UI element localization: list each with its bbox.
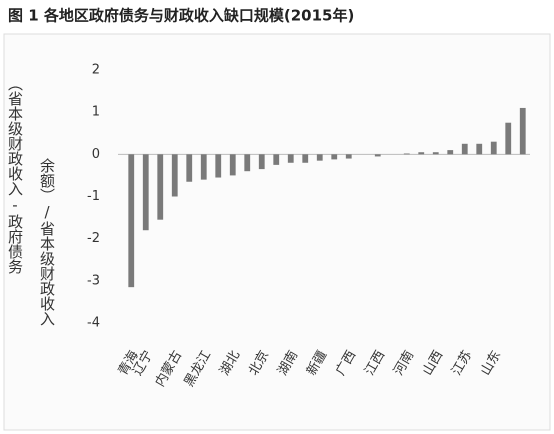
bar <box>505 122 512 155</box>
bar <box>258 154 265 170</box>
bar <box>215 154 222 178</box>
bar <box>403 153 410 155</box>
bar <box>418 152 425 155</box>
bar <box>157 154 164 220</box>
y-tick-label: 1 <box>92 105 100 120</box>
y-tick-label: -2 <box>87 231 100 246</box>
bar <box>244 154 251 172</box>
bar <box>186 154 193 182</box>
bar <box>302 154 309 163</box>
bar <box>374 154 381 157</box>
y-tick-label: -1 <box>87 189 100 204</box>
y-axis-label: 余额）/省本级财政收入 <box>38 157 56 326</box>
y-tick-label: 2 <box>92 63 100 78</box>
bar <box>287 154 294 163</box>
bar <box>128 154 135 288</box>
bar <box>142 154 149 231</box>
bar <box>171 154 178 197</box>
y-tick-label: 0 <box>92 147 100 162</box>
bar <box>345 154 352 159</box>
bar <box>200 154 207 180</box>
bar <box>273 154 280 165</box>
bar <box>229 154 236 176</box>
bar <box>316 154 323 161</box>
bar <box>461 143 468 155</box>
bar <box>476 143 483 155</box>
bar <box>432 152 439 155</box>
chart-title: 图 1 各地区政府债务与财政收入缺口规模(2015年) <box>8 7 354 25</box>
y-axis-label: （省本级财政收入-政府债务 <box>6 76 24 275</box>
bar <box>331 154 338 160</box>
bar <box>447 150 454 155</box>
y-tick-label: -3 <box>87 273 100 288</box>
bar <box>519 107 526 155</box>
y-tick-label: -4 <box>87 316 100 331</box>
panel <box>3 33 551 431</box>
bar <box>490 141 497 155</box>
